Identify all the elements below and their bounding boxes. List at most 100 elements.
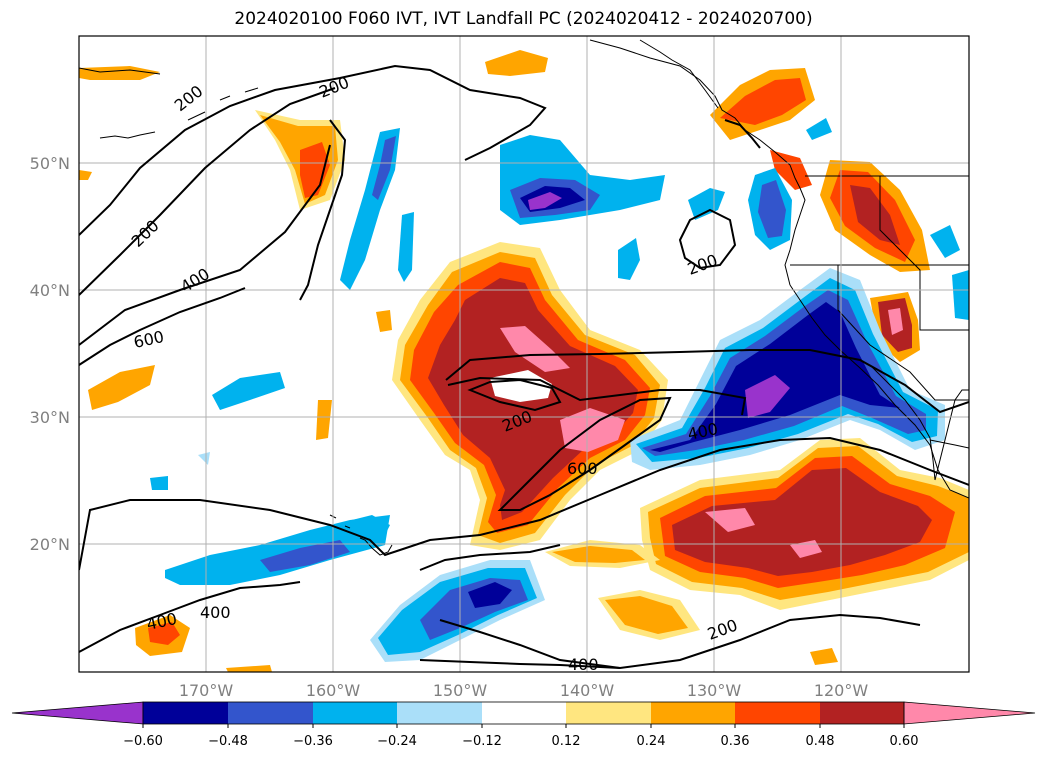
colorbar-tick-labels: −0.60 −0.48 −0.36 −0.24 −0.12 0.12 0.24 … xyxy=(123,734,918,749)
coastlines xyxy=(79,39,969,556)
alaska-panhandle xyxy=(639,39,719,109)
negative-anomaly-west-band xyxy=(165,515,390,585)
colorbar-tick-label: 0.12 xyxy=(552,734,581,749)
negative-anomaly-mid-east xyxy=(618,238,640,280)
negative-anomaly-bc-tip xyxy=(806,118,832,140)
negative-anomaly-arc-2 xyxy=(398,212,414,282)
positive-anomaly-south-1-inner xyxy=(552,546,645,563)
negative-anomaly-small-1 xyxy=(198,452,210,465)
colorbar: −0.60 −0.48 −0.36 −0.24 −0.12 0.12 0.24 … xyxy=(11,701,1036,749)
us-state-border-2 xyxy=(879,176,969,331)
contour-200-ne-small xyxy=(678,208,737,270)
positive-anomaly-ar-pink-2 xyxy=(560,408,625,452)
colorbar-segment xyxy=(143,702,228,724)
positive-anomaly-se-darkred xyxy=(672,468,932,576)
colorbar-ticks xyxy=(142,724,905,728)
positive-anomaly-bc-coast-red xyxy=(720,78,806,125)
positive-anomaly-california-pink xyxy=(888,308,903,335)
positive-anomaly-southwest-inner xyxy=(148,622,180,645)
lat-tick-label: 40°N xyxy=(30,281,70,300)
lon-tick-label: 170°W xyxy=(179,681,234,700)
positive-anomaly-mid-1 xyxy=(316,400,332,440)
negative-anomaly-wa-coast-blue xyxy=(758,180,786,238)
lon-tick-label: 140°W xyxy=(560,681,615,700)
colorbar-segment xyxy=(735,702,820,724)
contour-200-northwest xyxy=(79,87,336,296)
colorbar-segment xyxy=(566,702,651,724)
colorbar-tick-label: 0.24 xyxy=(637,734,666,749)
contour-400-northwest xyxy=(79,144,331,346)
positive-anomaly-west-small xyxy=(79,170,92,180)
baja-coast xyxy=(869,364,936,481)
lon-tick-label: 120°W xyxy=(814,681,869,700)
colorbar-segment xyxy=(482,702,566,724)
plot-frame xyxy=(78,35,970,673)
pc-anomaly-fill xyxy=(79,50,969,672)
us-state-border-3 xyxy=(837,265,969,401)
colorbar-tick-label: −0.36 xyxy=(293,734,333,749)
plot-area: 200 200 200 200 400 600 200 600 400 400 … xyxy=(79,36,969,674)
contour-400-central xyxy=(447,376,747,416)
colorbar-tick-label: 0.48 xyxy=(806,734,835,749)
contour-200-bc xyxy=(724,119,761,149)
contour-400-inner xyxy=(467,378,562,412)
lat-tick-labels: 50°N 40°N 30°N 20°N xyxy=(30,154,70,554)
contour-label: 400 xyxy=(200,603,231,622)
negative-anomaly-mid-west xyxy=(212,372,285,410)
contour-200-south xyxy=(79,436,969,571)
contour-400-south xyxy=(79,581,301,653)
east-siberia-coast xyxy=(79,67,161,75)
negative-anomaly-west-band-blue xyxy=(260,540,350,572)
us-mexico-border xyxy=(929,439,969,449)
colorbar-frame xyxy=(142,701,905,725)
positive-anomaly-bc-island xyxy=(770,150,812,190)
negative-anomaly-idaho xyxy=(930,225,960,258)
contour-label: 400 xyxy=(568,655,599,674)
contour-600-central xyxy=(497,396,672,511)
gulf-of-california xyxy=(934,389,969,481)
ivt-contours xyxy=(79,64,969,670)
aleutian-islands xyxy=(99,87,259,139)
lon-tick-label: 130°W xyxy=(687,681,742,700)
lon-tick-labels: 170°W 160°W 150°W 140°W 130°W 120°W xyxy=(179,681,869,700)
colorbar-tick-label: −0.48 xyxy=(208,734,248,749)
colorbar-extend-low xyxy=(11,701,144,725)
colorbar-tick-label: −0.24 xyxy=(377,734,417,749)
negative-anomaly-north-purple xyxy=(528,192,562,210)
negative-anomaly-coastal-purple xyxy=(745,375,790,418)
lat-tick-label: 50°N xyxy=(30,154,70,173)
contour-400-south-2 xyxy=(419,544,561,571)
positive-anomaly-alaska xyxy=(485,50,548,76)
colorbar-segment xyxy=(651,702,735,724)
colorbar-tick-label: −0.60 xyxy=(123,734,163,749)
colorbar-extend-high xyxy=(903,701,1036,725)
positive-anomaly-mid-2 xyxy=(376,310,392,332)
negative-anomaly-east-edge xyxy=(952,270,969,320)
positive-anomaly-west xyxy=(88,365,155,410)
positive-anomaly-south-2-inner xyxy=(605,596,688,634)
colorbar-segment xyxy=(397,702,482,724)
gridlines xyxy=(79,36,969,672)
colorbar-segment xyxy=(228,702,313,724)
colorbar-segment xyxy=(820,702,904,724)
contour-200-central xyxy=(445,349,969,414)
positive-anomaly-pnw-darkred xyxy=(850,185,900,245)
negative-anomaly-small-2 xyxy=(150,476,168,490)
lon-tick-label: 150°W xyxy=(433,681,488,700)
contour-600-northwest xyxy=(79,287,246,366)
contour-400-bottom xyxy=(419,659,621,669)
positive-anomaly-se-pink xyxy=(705,508,755,532)
contour-200-gulf xyxy=(299,119,347,301)
bc-coast xyxy=(784,187,806,286)
positive-anomaly-bottom-right xyxy=(810,648,838,665)
positive-anomaly-bottom xyxy=(226,665,272,672)
colorbar-tick-label: 0.36 xyxy=(721,734,750,749)
colorbar-tick-label: −0.12 xyxy=(462,734,502,749)
contour-200-southeast xyxy=(439,613,921,670)
colorbar-tick-label: 0.60 xyxy=(890,734,919,749)
negative-anomaly-ne-ocean xyxy=(688,188,725,220)
map-title: 2024020100 F060 IVT, IVT Landfall PC (20… xyxy=(234,9,813,29)
lon-tick-label: 160°W xyxy=(306,681,361,700)
positive-anomaly-ar-pink xyxy=(500,326,570,372)
